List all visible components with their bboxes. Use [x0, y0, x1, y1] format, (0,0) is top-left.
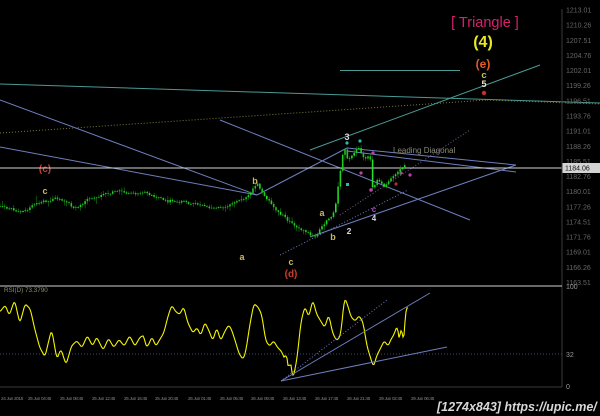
svg-text:3: 3: [344, 132, 349, 142]
svg-text:(4): (4): [473, 34, 493, 51]
svg-text:5: 5: [481, 79, 486, 89]
svg-text:c: c: [288, 257, 293, 267]
svg-text:24 Jun 2015: 24 Jun 2015: [1, 396, 24, 401]
svg-text:1199.26: 1199.26: [566, 83, 591, 90]
svg-text:1180.01: 1180.01: [566, 189, 591, 196]
svg-text:RSI(D) 73.3790: RSI(D) 73.3790: [4, 287, 48, 294]
svg-text:29 Jun 06:45: 29 Jun 06:45: [411, 396, 435, 401]
svg-text:c: c: [42, 186, 47, 196]
svg-text:1207.51: 1207.51: [566, 38, 591, 45]
svg-text:26 Jun 21:45: 26 Jun 21:45: [347, 396, 371, 401]
svg-text:b: b: [330, 232, 336, 242]
svg-text:1166.26: 1166.26: [566, 265, 591, 272]
svg-text:100: 100: [566, 284, 578, 291]
svg-text:4: 4: [372, 214, 377, 223]
svg-text:1193.76: 1193.76: [566, 114, 591, 121]
svg-text:(c): (c): [39, 164, 51, 175]
svg-text:1174.51: 1174.51: [566, 220, 591, 227]
svg-text:[ Triangle ]: [ Triangle ]: [451, 15, 519, 31]
svg-text:26 Jun 09:45: 26 Jun 09:45: [251, 396, 275, 401]
svg-text:1210.26: 1210.26: [566, 23, 591, 30]
svg-text:1182.76: 1182.76: [566, 174, 591, 181]
svg-text:25 Jun 12:45: 25 Jun 12:45: [92, 396, 116, 401]
svg-text:32: 32: [566, 352, 574, 359]
svg-text:25 Jun 04:45: 25 Jun 04:45: [28, 396, 52, 401]
svg-text:1204.76: 1204.76: [566, 53, 591, 60]
svg-text:(e): (e): [476, 57, 491, 71]
svg-text:26 Jun 17:45: 26 Jun 17:45: [315, 396, 339, 401]
svg-text:1188.26: 1188.26: [566, 144, 591, 151]
svg-text:26 Jun 13:45: 26 Jun 13:45: [283, 396, 307, 401]
svg-text:25 Jun 20:45: 25 Jun 20:45: [155, 396, 179, 401]
svg-text:1196.51: 1196.51: [566, 98, 591, 105]
svg-text:29 Jun 02:45: 29 Jun 02:45: [379, 396, 403, 401]
svg-text:[1274x843] https://upic.me/: [1274x843] https://upic.me/: [436, 400, 598, 414]
svg-text:c: c: [372, 205, 377, 214]
svg-text:1169.01: 1169.01: [566, 250, 591, 257]
svg-text:25 Jun 16:45: 25 Jun 16:45: [124, 396, 148, 401]
svg-text:26 Jun 05:45: 26 Jun 05:45: [220, 396, 244, 401]
svg-text:1184.06: 1184.06: [565, 166, 590, 173]
svg-text:1202.01: 1202.01: [566, 68, 591, 75]
svg-text:0: 0: [566, 384, 570, 391]
svg-text:1191.01: 1191.01: [566, 129, 591, 136]
svg-text:2: 2: [347, 226, 352, 236]
svg-text:1213.01: 1213.01: [566, 8, 591, 15]
svg-text:(d): (d): [285, 269, 298, 280]
svg-text:26 Jun 01:45: 26 Jun 01:45: [188, 396, 212, 401]
svg-text:1171.76: 1171.76: [566, 235, 591, 242]
svg-text:1177.26: 1177.26: [566, 204, 591, 211]
svg-text:Leading Diagonal: Leading Diagonal: [393, 146, 455, 155]
svg-text:25 Jun 08:45: 25 Jun 08:45: [60, 396, 84, 401]
